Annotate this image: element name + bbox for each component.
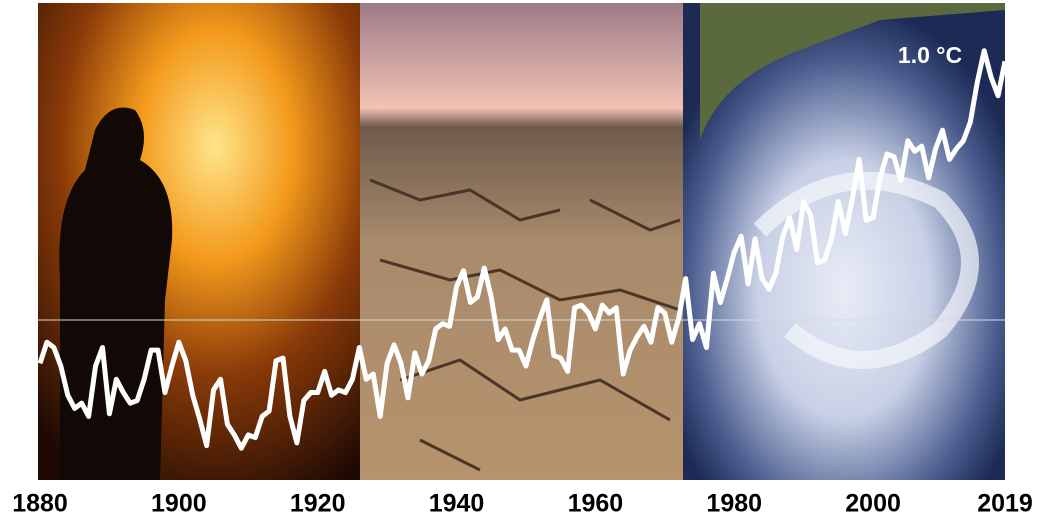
x-tick-label: 1980 (706, 490, 762, 518)
annotation: 1.0 °C (898, 42, 962, 68)
x-tick-label: 1960 (568, 490, 624, 518)
x-tick-label: 1940 (429, 490, 485, 518)
x-tick-label: 2000 (845, 490, 901, 518)
temperature-line (37, 48, 1008, 451)
x-tick-label: 1880 (12, 490, 68, 518)
x-tick-label: 2019 (977, 490, 1033, 518)
x-tick-label: 1920 (290, 490, 346, 518)
x-tick-label: 1900 (151, 490, 207, 518)
background-photos (38, 3, 1005, 480)
